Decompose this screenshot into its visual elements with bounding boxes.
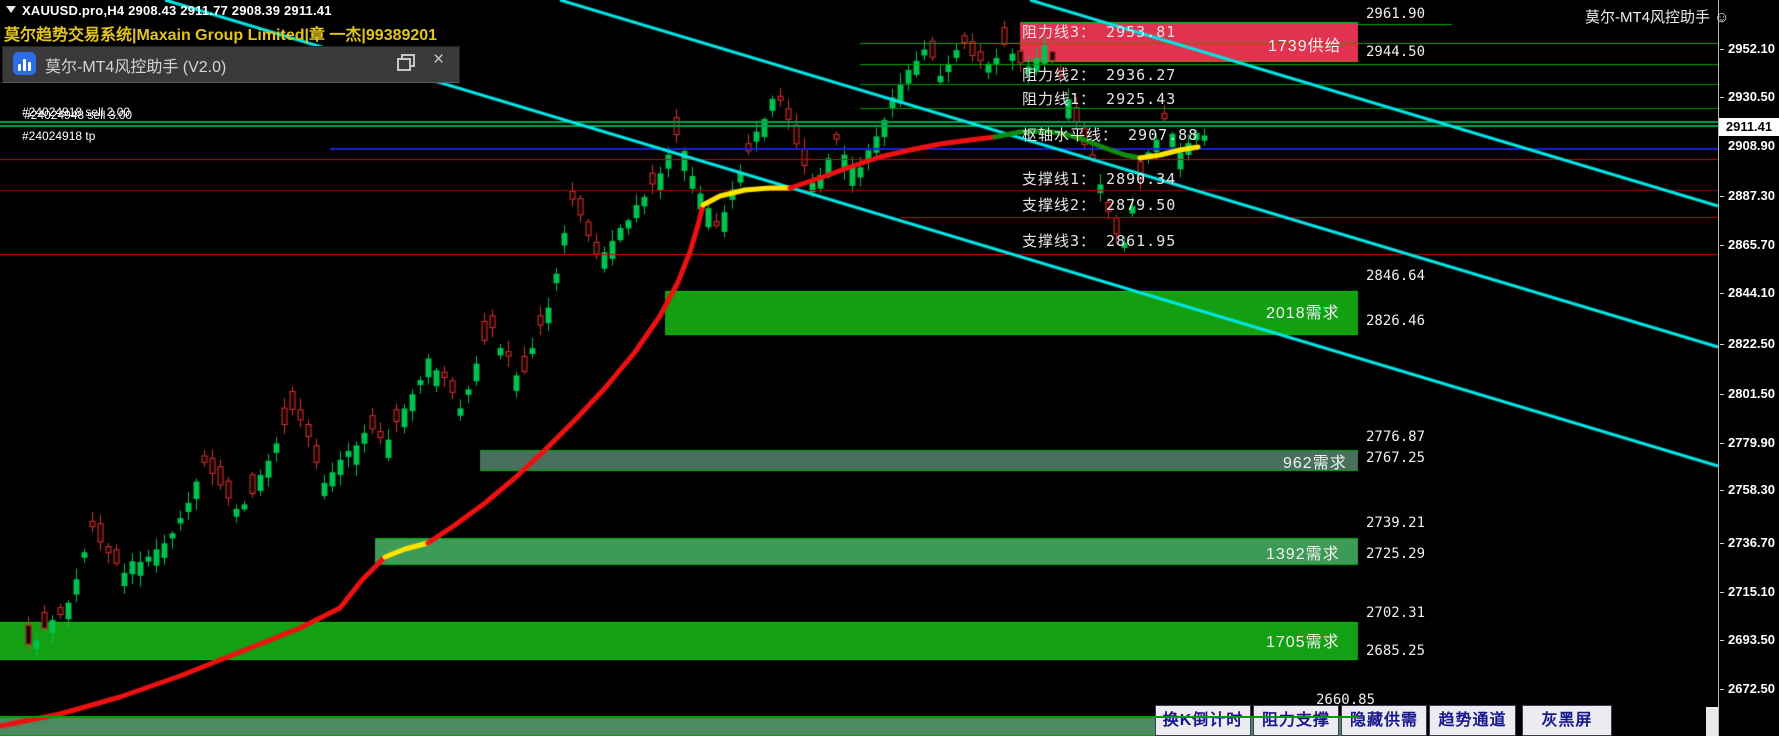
axis-price-label-10: 2715.10 bbox=[1728, 584, 1775, 599]
partial-button[interactable] bbox=[1706, 707, 1718, 736]
smiley-icon: ☺ bbox=[1714, 9, 1730, 26]
zone-price-demand-2018-0: 2846.64 bbox=[1366, 268, 1426, 284]
level-label-0: 阻力线3： 2953.81 bbox=[1022, 23, 1177, 41]
chart-button-换K倒计时[interactable]: 换K倒计时 bbox=[1155, 705, 1251, 736]
close-window-icon[interactable]: × bbox=[433, 49, 445, 70]
axis-price-label-12: 2672.50 bbox=[1728, 681, 1775, 696]
account-watermark: 莫尔趋势交易系统|Maxain Group Limited|章 一杰|99389… bbox=[4, 27, 438, 44]
axis-tick-mark-6 bbox=[1720, 394, 1724, 395]
axis-price-label-1: 2930.50 bbox=[1728, 89, 1775, 104]
zone-label-demand-1705: 1705需求 bbox=[1266, 634, 1340, 651]
axis-tick-mark-4 bbox=[1720, 293, 1724, 294]
zone-border-overline bbox=[0, 716, 1358, 718]
level-label-5: 支撑线2： 2879.50 bbox=[1022, 196, 1177, 214]
assistant-watermark-text: 莫尔-MT4风控助手 bbox=[1585, 9, 1710, 26]
level-label-3: 枢轴水平线： 2907.88 bbox=[1022, 126, 1199, 144]
axis-tick-mark-5 bbox=[1720, 344, 1724, 345]
price-axis[interactable]: 2952.10 2930.50 2887.30 2865.70 2844.10 2822.… bbox=[1718, 0, 1779, 736]
zone-label-supply-1739: 1739供给 bbox=[1268, 38, 1342, 55]
chart-button-灰黑屏[interactable]: 灰黑屏 bbox=[1522, 705, 1612, 736]
axis-tick-mark-8 bbox=[1720, 490, 1724, 491]
zone-label-demand-2018: 2018需求 bbox=[1266, 305, 1340, 322]
zone-price-demand-1705-0: 2702.31 bbox=[1366, 605, 1426, 621]
zone-price-demand-962-1: 2767.25 bbox=[1366, 450, 1426, 466]
axis-price-label-4: 2844.10 bbox=[1728, 285, 1775, 300]
order-sell-label-1: #24024948 sell 3.00 bbox=[24, 108, 133, 122]
axis-price-label-2: 2887.30 bbox=[1728, 188, 1775, 203]
zone-label-demand-962: 962需求 bbox=[1283, 455, 1347, 472]
zone-price-demand-962-0: 2776.87 bbox=[1366, 429, 1426, 445]
axis-tick-mark-1 bbox=[1720, 97, 1724, 98]
chart-button-趋势通道[interactable]: 趋势通道 bbox=[1429, 705, 1516, 736]
order-sell-label-0: #24024918 sell 2.00 bbox=[22, 105, 131, 119]
level-label-1: 阻力线2： 2936.27 bbox=[1022, 66, 1177, 84]
axis-price-label-hidden: 2908.90 bbox=[1728, 138, 1775, 153]
current-price-box: 2911.41 bbox=[1719, 118, 1779, 136]
dialog-title: 莫尔-MT4风控助手 (V2.0) bbox=[45, 59, 227, 76]
symbol-ohlc-label: XAUUSD.pro,H4 2908.43 2911.77 2908.39 29… bbox=[22, 3, 332, 18]
order-tp-label: #24024918 tp bbox=[22, 129, 96, 143]
zone-label-demand-1392: 1392需求 bbox=[1266, 546, 1340, 563]
axis-tick-mark-0 bbox=[1720, 49, 1724, 50]
zone-price-demand-bottom-0: 2660.85 bbox=[1316, 692, 1376, 708]
zone-price-demand-1705-1: 2685.25 bbox=[1366, 643, 1426, 659]
chart-button-隐藏供需[interactable]: 隐藏供需 bbox=[1341, 705, 1427, 736]
app-chart-icon bbox=[13, 52, 36, 75]
axis-price-label-8: 2758.30 bbox=[1728, 482, 1775, 497]
axis-price-label-3: 2865.70 bbox=[1728, 237, 1775, 252]
axis-tick-mark-11 bbox=[1720, 640, 1724, 641]
symbol-dropdown-icon[interactable] bbox=[6, 6, 16, 13]
axis-price-label-11: 2693.50 bbox=[1728, 632, 1775, 647]
level-label-6: 支撑线3： 2861.95 bbox=[1022, 232, 1177, 250]
axis-tick-mark-12 bbox=[1720, 689, 1724, 690]
chart-button-阻力支撑[interactable]: 阻力支撑 bbox=[1253, 705, 1339, 736]
axis-tick-mark-10 bbox=[1720, 592, 1724, 593]
level-label-4: 支撑线1： 2890.34 bbox=[1022, 170, 1177, 188]
axis-tick-mark-2 bbox=[1720, 196, 1724, 197]
axis-price-label-0: 2952.10 bbox=[1728, 41, 1775, 56]
axis-tick-mark-7 bbox=[1720, 443, 1724, 444]
axis-price-label-9: 2736.70 bbox=[1728, 535, 1775, 550]
zone-price-demand-2018-1: 2826.46 bbox=[1366, 313, 1426, 329]
axis-price-label-6: 2801.50 bbox=[1728, 386, 1775, 401]
assistant-dialog-titlebar[interactable]: 莫尔-MT4风控助手 (V2.0) × bbox=[2, 46, 460, 83]
zone-price-supply-1739-0: 2961.90 bbox=[1366, 6, 1426, 22]
zone-price-supply-1739-1: 2944.50 bbox=[1366, 44, 1426, 60]
axis-tick-mark-3 bbox=[1720, 245, 1724, 246]
level-label-2: 阻力线1： 2925.43 bbox=[1022, 90, 1177, 108]
axis-price-label-5: 2822.50 bbox=[1728, 336, 1775, 351]
zone-price-demand-1392-0: 2739.21 bbox=[1366, 515, 1426, 531]
assistant-watermark: 莫尔-MT4风控助手 ☺ bbox=[1585, 6, 1730, 27]
axis-tick-mark-9 bbox=[1720, 543, 1724, 544]
axis-price-label-7: 2779.90 bbox=[1728, 435, 1775, 450]
zone-price-demand-1392-1: 2725.29 bbox=[1366, 546, 1426, 562]
